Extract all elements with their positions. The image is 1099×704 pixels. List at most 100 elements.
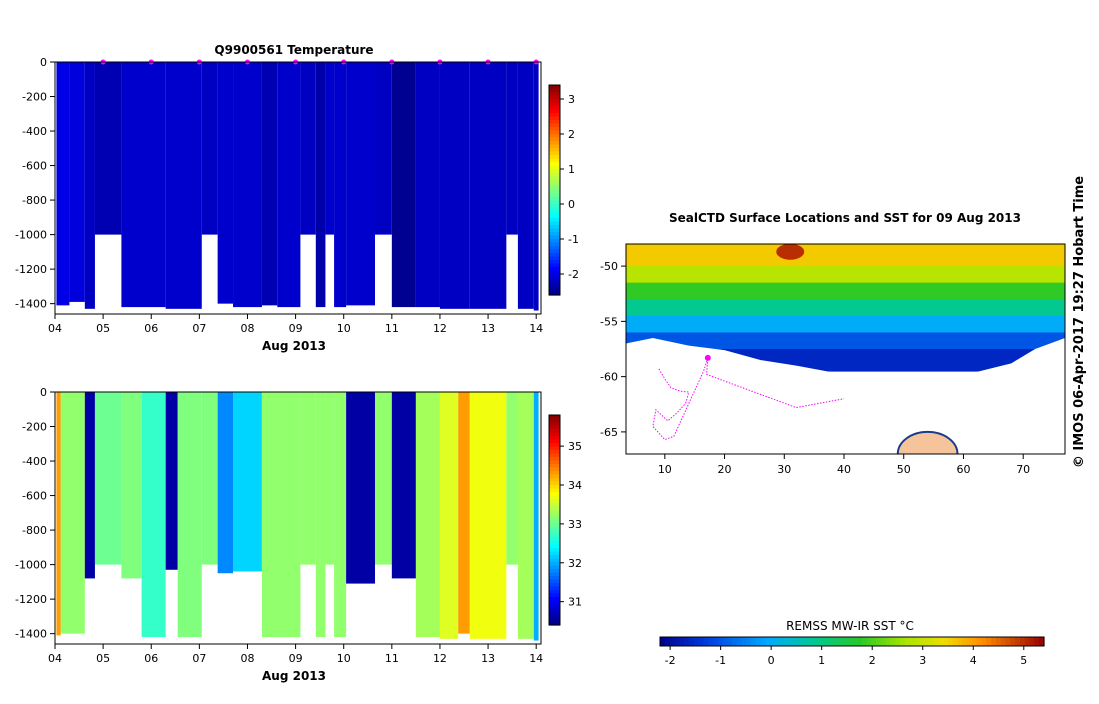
colorbar-step — [549, 597, 560, 602]
profile-cell — [261, 62, 278, 306]
colorbar-step — [549, 232, 560, 237]
profile-cell — [141, 392, 166, 638]
colorbar-step — [549, 155, 560, 160]
colorbar-step — [549, 621, 560, 626]
profile-cell — [374, 392, 392, 565]
lat-tick-label: -60 — [600, 371, 618, 384]
lon-tick-label: 40 — [837, 463, 851, 476]
lon-tick-label: 50 — [897, 463, 911, 476]
colorbar-step — [549, 228, 560, 233]
colorbar-step — [549, 270, 560, 275]
colorbar-step — [549, 513, 560, 518]
colorbar-step — [808, 637, 815, 646]
x-tick-label: 07 — [192, 652, 206, 665]
temperature-section-panel: Q9900561 Temperature 0 -200 -400 -600 -800 -1… — [15, 43, 579, 353]
colorbar-step — [712, 637, 719, 646]
colorbar-step — [919, 637, 925, 646]
profile-cell — [233, 392, 262, 572]
colorbar-step — [746, 637, 752, 646]
colorbar-step — [660, 637, 666, 646]
colorbar-step — [549, 218, 560, 223]
warm-sst-spot — [776, 244, 805, 260]
colorbar-step — [684, 637, 690, 646]
colorbar-step — [549, 520, 560, 525]
salinity-y-axis: 0 -200 -400 -600 -800 -1000 -1200 -1400 — [15, 386, 55, 641]
colorbar-step — [722, 637, 728, 646]
colorbar-step — [549, 579, 560, 584]
colorbar-step — [549, 204, 560, 209]
colorbar-step — [828, 637, 834, 646]
colorbar-step — [549, 113, 560, 118]
colorbar-step — [914, 637, 920, 646]
colorbar-step — [1010, 637, 1016, 646]
colorbar-step — [549, 116, 560, 121]
colorbar-tick-label: 1 — [818, 654, 825, 667]
colorbar-step — [549, 506, 560, 511]
colorbar-tick-label: 4 — [970, 654, 977, 667]
colorbar-step — [549, 443, 560, 448]
profile-cell — [165, 392, 178, 570]
colorbar-step — [952, 637, 959, 646]
seal-track — [652, 357, 845, 441]
colorbar-step — [852, 637, 858, 646]
x-tick-label: 07 — [192, 322, 206, 335]
colorbar-step — [549, 530, 560, 535]
x-tick-label: 13 — [481, 652, 495, 665]
colorbar-tick-label: 32 — [568, 557, 582, 570]
colorbar-step — [549, 586, 560, 591]
profile-cell — [415, 62, 440, 308]
colorbar-tick-label: -1 — [715, 654, 726, 667]
colorbar-step — [933, 637, 939, 646]
profile-cell — [325, 392, 335, 565]
colorbar-step — [1034, 637, 1040, 646]
y-tick-label: -1200 — [15, 593, 47, 606]
colorbar-step — [549, 85, 560, 90]
colorbar-step — [549, 235, 560, 240]
salinity-section-panel: 0-200-400-600-800-1000-1200-1400 04 05 06 0… — [15, 386, 582, 683]
profile-cell — [60, 392, 85, 634]
colorbar-step — [799, 637, 805, 646]
profile-cell — [233, 62, 262, 308]
colorbar-step — [549, 502, 560, 507]
sst-band — [626, 266, 1065, 284]
profile-cell — [458, 392, 470, 634]
map-title: SealCTD Surface Locations and SST for 09… — [669, 211, 1021, 225]
map-frame — [625, 243, 1066, 455]
lat-tick-label: -55 — [600, 315, 618, 328]
colorbar-step — [549, 92, 560, 97]
x-tick-label: 11 — [385, 322, 399, 335]
x-tick-label: 04 — [48, 652, 62, 665]
salinity-x-label: Aug 2013 — [262, 669, 326, 683]
colorbar-step — [549, 190, 560, 195]
colorbar-step — [549, 207, 560, 212]
colorbar-step — [1000, 637, 1007, 646]
x-tick-label: 05 — [96, 652, 110, 665]
colorbar-step — [549, 614, 560, 619]
colorbar-step — [549, 439, 560, 444]
y-tick-label: 0 — [40, 386, 47, 399]
colorbar-step — [751, 637, 757, 646]
x-tick-label: 12 — [433, 652, 447, 665]
sst-band — [626, 282, 1065, 300]
colorbar-step — [664, 637, 671, 646]
temperature-plot-frame — [54, 61, 542, 315]
colorbar-tick-label: 2 — [869, 654, 876, 667]
sst-band — [626, 332, 1065, 350]
salinity-x-axis: 04 05 06 07 08 09 10 11 12 13 14 — [48, 644, 543, 665]
colorbar-step — [549, 291, 560, 296]
profile-cell — [334, 62, 347, 308]
colorbar-step — [549, 600, 560, 605]
x-tick-label: 12 — [433, 322, 447, 335]
colorbar-step — [549, 253, 560, 258]
colorbar-step — [549, 534, 560, 539]
colorbar-step — [732, 637, 738, 646]
colorbar-step — [549, 256, 560, 261]
profile-cell — [391, 62, 416, 308]
colorbar-frame — [548, 84, 561, 296]
y-tick-label: 0 — [40, 56, 47, 69]
x-tick-label: 06 — [144, 322, 158, 335]
profile-cell — [334, 392, 347, 638]
x-tick-label: 14 — [529, 652, 543, 665]
colorbar-step — [895, 637, 901, 646]
colorbar-step — [549, 214, 560, 219]
